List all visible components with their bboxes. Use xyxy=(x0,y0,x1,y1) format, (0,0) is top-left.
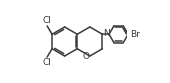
Text: Cl: Cl xyxy=(42,16,51,25)
Text: N: N xyxy=(103,29,110,38)
Text: Br: Br xyxy=(130,30,140,39)
Text: Cl: Cl xyxy=(42,58,51,67)
Text: O: O xyxy=(82,52,89,61)
